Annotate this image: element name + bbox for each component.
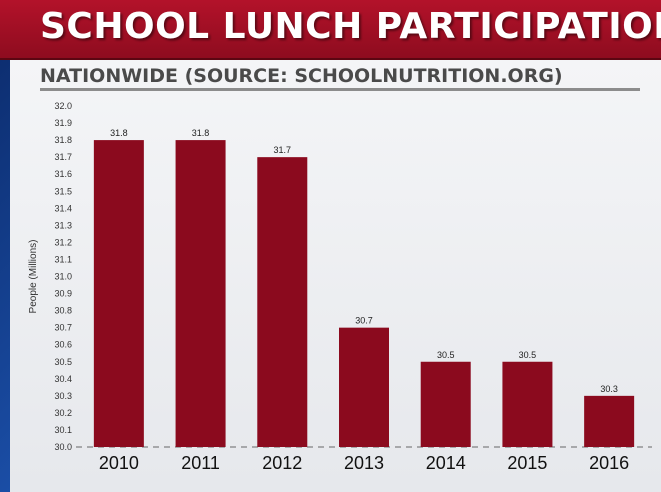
data-label: 30.3 [600,384,618,394]
x-tick-label: 2011 [181,453,220,473]
y-tick-label: 31.5 [54,186,72,196]
y-tick-label: 31.0 [54,272,72,282]
y-tick-label: 31.9 [54,118,72,128]
bar [93,140,144,447]
data-label: 31.7 [274,145,292,155]
bar [257,157,308,447]
y-tick-label: 30.7 [54,323,72,333]
y-tick-label: 30.3 [54,391,72,401]
x-tick-label: 2014 [426,453,466,473]
bar [584,395,635,447]
data-label: 31.8 [110,128,128,138]
y-tick-label: 30.0 [54,442,72,452]
y-tick-label: 30.2 [54,408,72,418]
title-banner: SCHOOL LUNCH PARTICIPATION [0,0,661,60]
y-tick-label: 31.2 [54,237,72,247]
chart-title: SCHOOL LUNCH PARTICIPATION [40,6,661,47]
bar [420,361,471,447]
data-label: 30.5 [519,350,537,360]
y-tick-label: 31.3 [54,220,72,230]
bar [339,327,389,447]
y-tick-label: 30.9 [54,289,72,299]
y-tick-label: 30.4 [54,374,72,384]
bar [502,361,553,447]
y-tick-label: 31.8 [54,135,72,145]
x-tick-label: 2016 [589,453,629,473]
data-label: 31.8 [192,128,210,138]
x-tick-label: 2015 [507,453,547,473]
y-tick-label: 30.1 [54,425,72,435]
x-tick-label: 2010 [99,453,139,473]
subtitle-divider [40,88,640,91]
y-tick-label: 30.6 [54,340,72,350]
y-axis-label: People (Millions) [28,240,39,314]
y-tick-label: 30.8 [54,306,72,316]
y-tick-label: 31.6 [54,169,72,179]
x-tick-label: 2013 [344,453,384,473]
y-tick-label: 30.5 [54,357,72,367]
y-tick-label: 31.4 [54,203,72,213]
bar [175,140,226,447]
y-tick-label: 31.7 [54,152,72,162]
y-tick-label: 32.0 [54,101,72,111]
data-label: 30.7 [355,316,373,326]
y-tick-label: 31.1 [54,254,72,264]
chart-subtitle: NATIONWIDE (SOURCE: SCHOOLNUTRITION.ORG) [40,65,563,87]
data-label: 30.5 [437,350,455,360]
x-tick-label: 2012 [262,453,302,473]
